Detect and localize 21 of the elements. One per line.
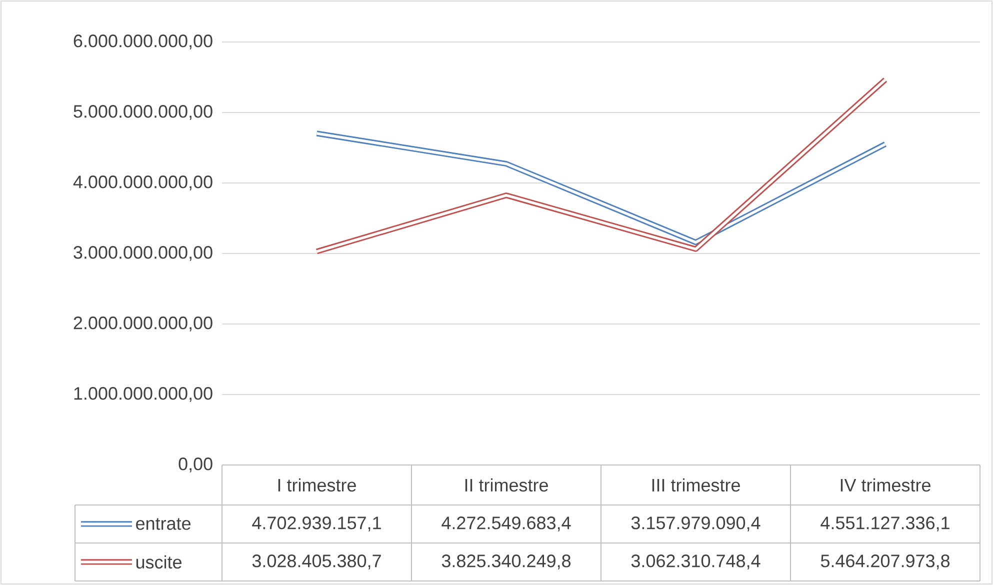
y-tick-label: 6.000.000.000,00	[74, 34, 212, 50]
y-tick-label: 3.000.000.000,00	[74, 246, 212, 261]
data-label: 3.062.310.748,4	[631, 554, 760, 570]
data-label: 4.551.127.336,1	[820, 516, 950, 532]
y-tick-label: 4.000.000.000,00	[73, 176, 212, 190]
data-label: 3.028.405.380,7	[252, 554, 381, 570]
x-tick-label: III trimestre	[652, 478, 740, 492]
data-label: 3.825.340.249,8	[442, 554, 571, 570]
y-tick-label: 5.000.000.000,00	[74, 105, 212, 120]
data-label: 3.157.979.090,4	[631, 516, 760, 532]
x-tick-label: IV trimestre	[840, 478, 930, 492]
data-label: 5.464.207.973,8	[820, 554, 950, 570]
data-label: 4.702.939.157,1	[252, 516, 381, 532]
x-tick-label: II trimestre	[465, 478, 548, 492]
y-tick-label: 1.000.000.000,00	[74, 387, 212, 402]
data-label: 4.272.549.683,4	[442, 516, 571, 532]
legend-label: uscite	[136, 555, 182, 569]
legend-label: entrate	[136, 518, 191, 530]
y-tick-label: 2.000.000.000,00	[74, 316, 212, 332]
x-tick-label: I trimestre	[278, 478, 356, 492]
y-tick-label: 0,00	[178, 458, 212, 472]
